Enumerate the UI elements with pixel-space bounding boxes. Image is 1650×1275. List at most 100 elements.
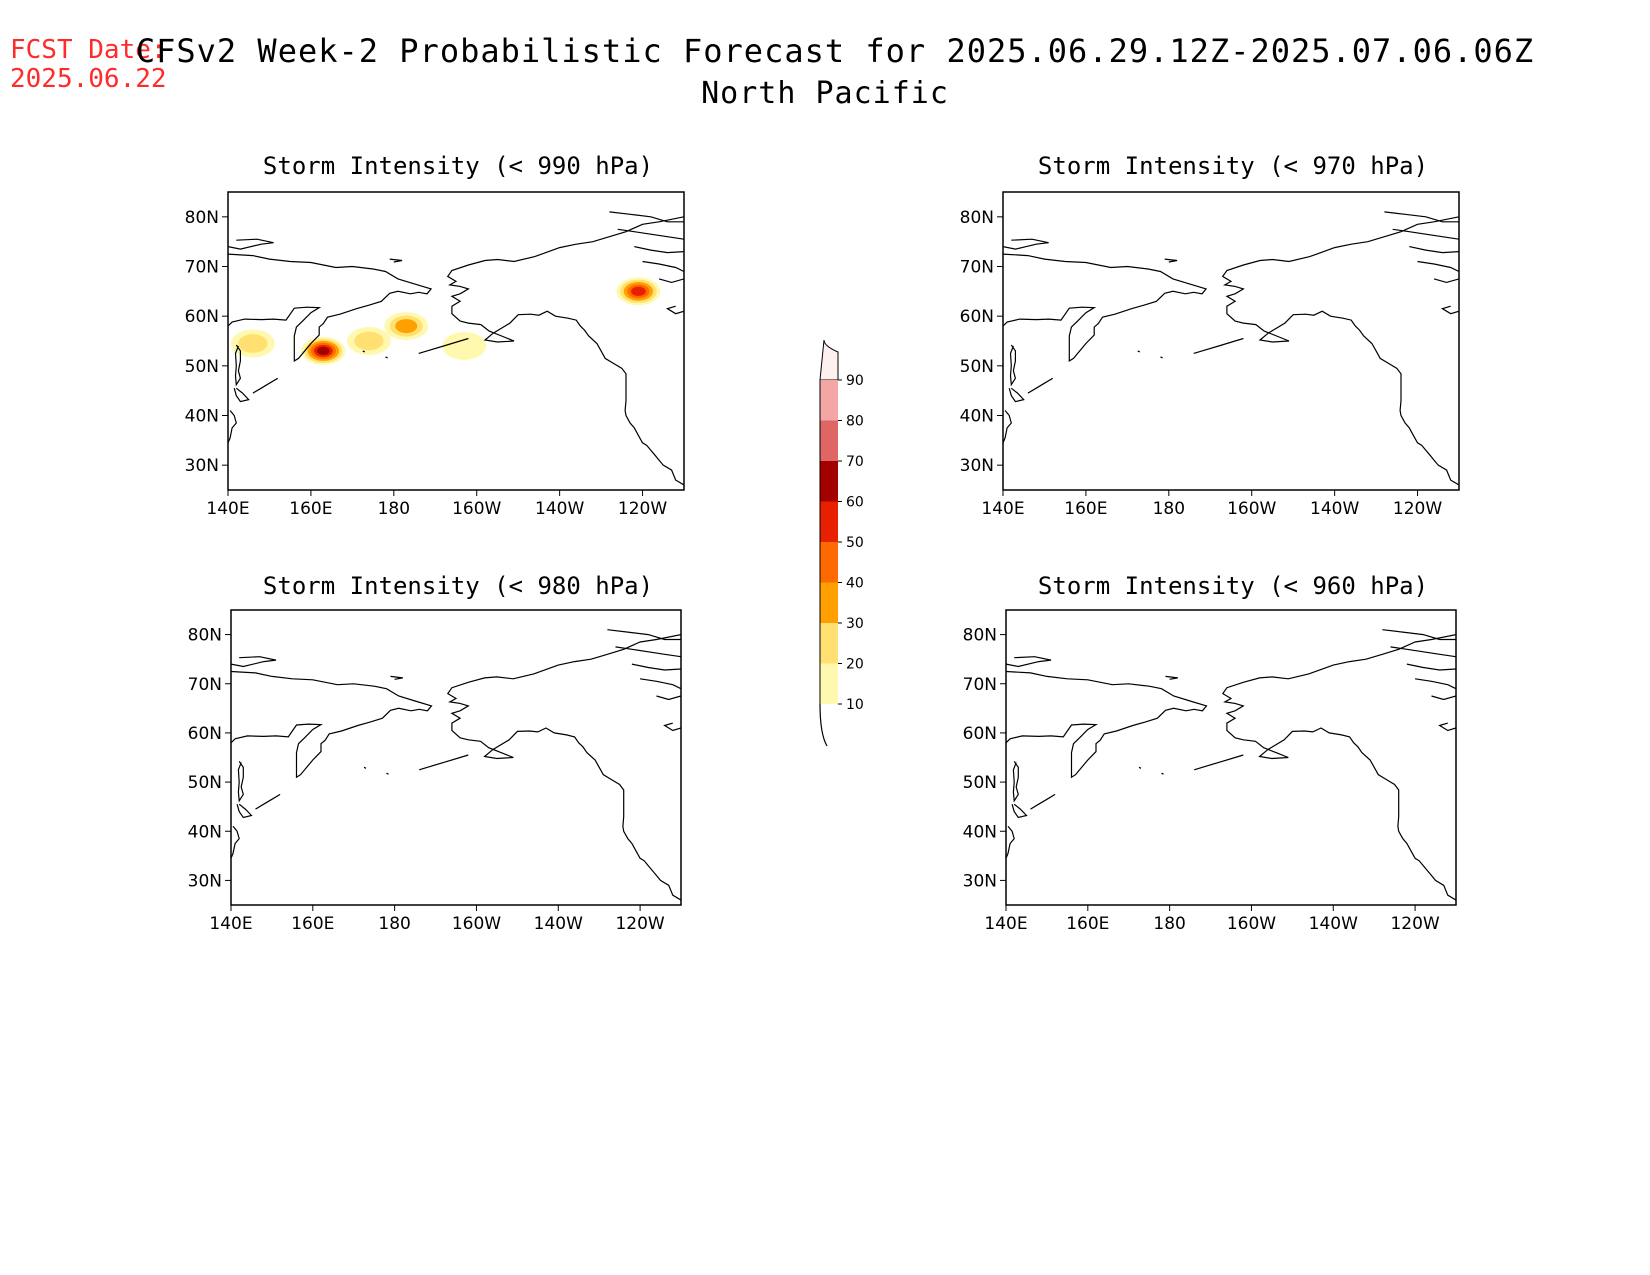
coastline xyxy=(236,803,253,819)
lon-tick-label: 140W xyxy=(1310,499,1359,519)
map-panel-990: 140E 160E 180 160W 140W 120W 80N 70N 60N 50N 40N 30… xyxy=(185,191,685,519)
map-panel-970: 140E 160E 180 160W 140W 120W 80N 70N 60N 50N 40N 30… xyxy=(960,191,1460,519)
colorbar-top-cap xyxy=(819,339,839,381)
lon-tick-label: 140W xyxy=(535,499,584,519)
coastline xyxy=(252,377,279,394)
coastline xyxy=(1193,337,1244,354)
colorbar-label: 10 xyxy=(846,697,864,713)
coastline xyxy=(1164,258,1178,263)
lon-tick-label: 120W xyxy=(1390,914,1439,934)
lon-tick-label: 160E xyxy=(291,914,334,934)
lon-tick-label: 120W xyxy=(1393,499,1442,519)
coastline xyxy=(1409,246,1459,254)
lon-tick-label: 160W xyxy=(1227,499,1276,519)
lat-tick-label: 50N xyxy=(185,357,219,377)
coastline xyxy=(386,772,389,775)
colorbar-segment xyxy=(820,461,838,502)
coastline xyxy=(1384,211,1459,223)
forecast-date-label: FCST Date: xyxy=(10,35,167,65)
coastline xyxy=(1161,772,1164,775)
coastline xyxy=(1194,754,1244,771)
lat-tick-label: 30N xyxy=(185,456,219,476)
coastline xyxy=(1030,793,1056,810)
coastline xyxy=(1009,344,1017,387)
lat-tick-label: 60N xyxy=(188,724,222,744)
map-panel-960: 140E 160E 180 160W 140W 120W 80N 70N 60N 50N 40N 30… xyxy=(963,609,1457,934)
coastline xyxy=(607,629,681,641)
lat-tick-label: 70N xyxy=(185,258,219,278)
colorbar-segment xyxy=(820,380,838,421)
coastline xyxy=(1382,629,1456,641)
colorbar-label: 70 xyxy=(846,454,864,470)
lat-tick-label: 70N xyxy=(963,675,997,695)
coastline xyxy=(1415,678,1456,690)
coastline xyxy=(1012,761,1019,803)
panel-title-980: Storm Intensity (< 980 hPa) xyxy=(262,572,654,600)
forecast-date-block: FCST Date: 2025.06.22 xyxy=(10,36,167,94)
coastline xyxy=(1165,675,1178,680)
lat-tick-label: 80N xyxy=(963,626,997,646)
lat-tick-label: 60N xyxy=(963,724,997,744)
lat-tick-label: 30N xyxy=(963,871,997,891)
lon-tick-label: 160W xyxy=(1227,914,1276,934)
coastline xyxy=(1160,356,1163,359)
storm-probability-blob xyxy=(631,286,646,297)
lon-tick-label: 160E xyxy=(1064,499,1107,519)
coastline xyxy=(1433,278,1459,284)
coastline xyxy=(1003,253,1208,362)
lat-tick-label: 50N xyxy=(188,773,222,793)
panel-title-990: Storm Intensity (< 990 hPa) xyxy=(262,152,654,180)
colorbar-label: 90 xyxy=(846,373,864,389)
colorbar-label: 40 xyxy=(846,576,864,592)
lat-tick-label: 40N xyxy=(185,407,219,427)
map-area xyxy=(231,629,681,901)
coastline xyxy=(418,337,469,354)
coastline xyxy=(1006,656,1052,668)
coastline xyxy=(631,663,681,671)
coastline xyxy=(446,216,684,486)
coastline xyxy=(1392,228,1459,240)
coastline xyxy=(446,634,681,901)
coastline xyxy=(363,766,367,769)
lon-tick-label: 160W xyxy=(452,914,501,934)
coastline xyxy=(1006,825,1015,859)
lon-tick-label: 140E xyxy=(206,499,249,519)
lat-tick-label: 70N xyxy=(188,675,222,695)
lat-tick-label: 40N xyxy=(960,407,994,427)
coastline xyxy=(231,670,433,779)
lat-tick-label: 80N xyxy=(185,208,219,228)
map-frame xyxy=(230,609,682,906)
lat-tick-label: 50N xyxy=(963,773,997,793)
colorbar-segment xyxy=(820,663,838,704)
coastline xyxy=(228,410,237,444)
coastline xyxy=(658,278,684,284)
coastline xyxy=(362,350,366,353)
lat-tick-label: 80N xyxy=(960,208,994,228)
coastline xyxy=(617,228,684,240)
lon-tick-label: 140E xyxy=(984,914,1027,934)
page-subtitle: North Pacific xyxy=(701,76,949,111)
coastline xyxy=(1008,387,1025,403)
coastline xyxy=(1438,722,1456,732)
colorbar-label: 50 xyxy=(846,535,864,551)
map-frame xyxy=(1005,609,1457,906)
coastline xyxy=(1003,238,1049,250)
lon-tick-label: 140E xyxy=(981,499,1024,519)
figure-title-block: CFSv2 Week-2 Probabilistic Forecast for … xyxy=(0,32,1650,111)
coastline xyxy=(231,825,240,859)
storm-probability-blob xyxy=(238,334,268,353)
lat-tick-label: 50N xyxy=(960,357,994,377)
map-panel-980: 140E 160E 180 160W 140W 120W 80N 70N 60N 50N 40N 30… xyxy=(188,609,682,934)
coastline xyxy=(228,238,274,250)
panel-title-960: Storm Intensity (< 960 hPa) xyxy=(1037,572,1429,600)
colorbar-segment xyxy=(820,582,838,623)
coastline xyxy=(228,253,433,362)
lon-tick-label: 160W xyxy=(452,499,501,519)
lon-tick-label: 140W xyxy=(534,914,583,934)
coastline xyxy=(1417,260,1459,273)
coastline xyxy=(1006,670,1208,779)
lat-tick-label: 60N xyxy=(960,307,994,327)
coastline xyxy=(1221,216,1459,486)
storm-probability-blob xyxy=(317,346,330,355)
